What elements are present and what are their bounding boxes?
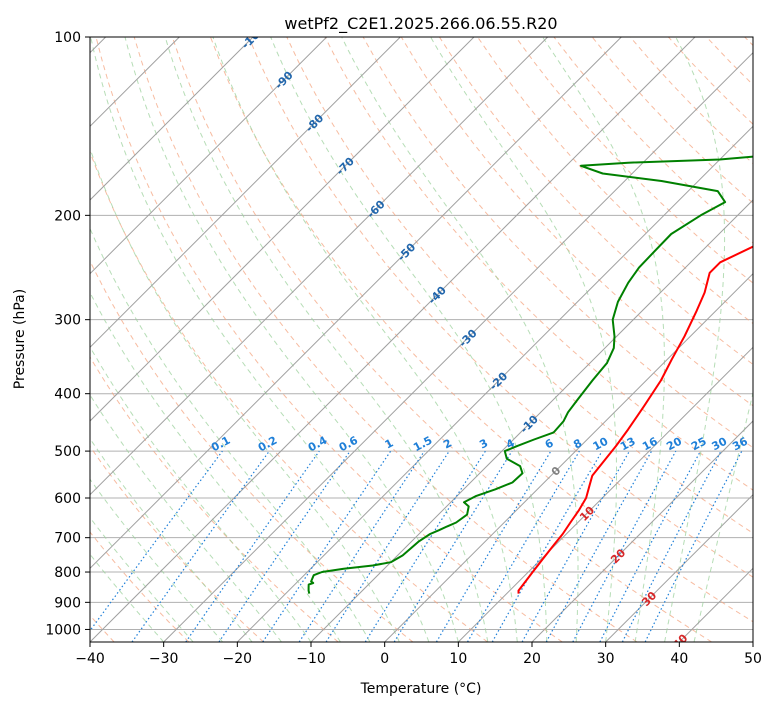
mixing-ratio-line [644, 450, 743, 642]
dry-adiabat-line [90, 150, 488, 642]
moist-adiabat-line [341, 37, 579, 642]
moist-adiabat-line [90, 147, 400, 642]
x-axis: −40 −30 −20 −10 0 10 20 30 40 50 [75, 642, 762, 667]
x-tick-label: −20 [223, 651, 253, 667]
mixing-ratio-line [521, 450, 631, 642]
chart-title: wetPf2_C2E1.2025.266.06.55.R20 [284, 14, 557, 34]
dry-adiabat-line [171, 37, 712, 642]
moist-adiabat-line [90, 553, 165, 642]
y-tick-label: 100 [54, 30, 81, 46]
dry-adiabat-line [210, 37, 753, 623]
mixing-ratio-line [298, 450, 425, 642]
dewpoint-line [307, 155, 753, 594]
x-tick-label: 20 [523, 651, 541, 667]
mixing-ratio-line [325, 450, 450, 642]
moist-adiabat-line [90, 345, 312, 642]
moist-adiabat-line [90, 394, 282, 642]
mixing-ratio-label: 20 [664, 434, 684, 453]
x-tick-label: 0 [380, 651, 389, 667]
isotherm-line [163, 51, 753, 642]
dry-adiabat-line [90, 356, 339, 642]
mixing-ratio-lines [90, 450, 743, 642]
x-tick-label: 40 [670, 651, 688, 667]
x-axis-label: Temperature (°C) [360, 681, 482, 697]
x-tick-label: −40 [75, 651, 105, 667]
dry-adiabat-line [90, 531, 190, 642]
y-tick-label: 500 [54, 444, 81, 460]
mixing-ratio-line [218, 450, 351, 642]
moist-adiabat-line [90, 516, 194, 642]
mixing-ratio-line [131, 450, 270, 642]
moist-adiabats [90, 37, 753, 642]
dry-adiabat-line [438, 37, 753, 366]
mixing-ratio-label: 16 [640, 435, 660, 454]
dry-adiabat-line [515, 37, 753, 284]
isotherm-line [90, 37, 475, 422]
mixing-ratio-line [185, 450, 320, 642]
moist-adiabat-line [664, 37, 726, 642]
y-axis: 100 200 300 400 500 600 700 800 900 1000 [45, 30, 90, 638]
x-tick-label: 10 [449, 651, 467, 667]
y-tick-label: 400 [54, 387, 81, 403]
isotherm-line [236, 125, 753, 642]
dry-adiabat-line [95, 37, 563, 642]
dry-adiabat-line [400, 37, 753, 407]
isotherm-label: 40 [670, 631, 690, 651]
mixing-ratio-line [393, 450, 513, 642]
y-tick-label: 300 [54, 313, 81, 329]
isotherm-line [531, 420, 753, 642]
isotherm-line [605, 493, 753, 642]
moist-adiabat-line [90, 37, 430, 642]
pressure-grid [90, 37, 753, 630]
isotherm-line [752, 641, 753, 642]
y-tick-label: 200 [54, 208, 81, 224]
moist-adiabat-line [90, 478, 223, 642]
plot-background [90, 37, 753, 642]
dry-adiabat-line [248, 37, 753, 578]
mixing-ratio-line [262, 450, 392, 642]
moist-adiabat-line [90, 437, 253, 642]
moist-adiabat-line [90, 227, 371, 642]
moist-adiabat-line [124, 37, 459, 642]
y-tick-label: 1000 [45, 622, 81, 638]
moist-adiabat-line [164, 37, 489, 642]
profile-lines [307, 155, 753, 594]
x-tick-label: −30 [149, 651, 179, 667]
temperature-line [517, 245, 753, 594]
moist-adiabat-line [430, 37, 617, 642]
x-tick-label: 50 [744, 651, 762, 667]
mixing-ratio-label: 36 [730, 435, 750, 454]
mixing-ratio-line [90, 450, 223, 632]
plot-frame [89, 36, 754, 643]
mixing-ratio-label: 13 [618, 435, 638, 454]
moist-adiabat-line [542, 37, 665, 642]
isotherm-line [90, 37, 401, 349]
y-axis-label: Pressure (hPa) [12, 289, 28, 389]
isotherm-line [90, 37, 696, 642]
moist-adiabat-line [212, 37, 518, 642]
mixing-ratio-line [545, 450, 653, 642]
mixing-ratio-line [572, 450, 677, 642]
mixing-ratio-label: 30 [710, 435, 730, 454]
skewed-isotherms [90, 37, 753, 642]
mixing-ratio-label: 10 [591, 434, 611, 453]
x-tick-label: −10 [296, 651, 326, 667]
y-tick-label: 700 [54, 531, 81, 547]
isotherm-line [90, 37, 254, 201]
dry-adiabat-line [90, 445, 264, 642]
isotherm-line [384, 272, 753, 642]
x-tick-label: 30 [597, 651, 615, 667]
isotherm-line [90, 37, 549, 496]
y-tick-label: 900 [54, 595, 81, 611]
y-tick-label: 800 [54, 565, 81, 581]
y-tick-label: 600 [54, 491, 81, 507]
mixing-ratio-label: 25 [689, 435, 709, 454]
isotherm-line [90, 37, 328, 275]
isotherm-line [90, 37, 622, 570]
isotherm-line [457, 346, 753, 642]
